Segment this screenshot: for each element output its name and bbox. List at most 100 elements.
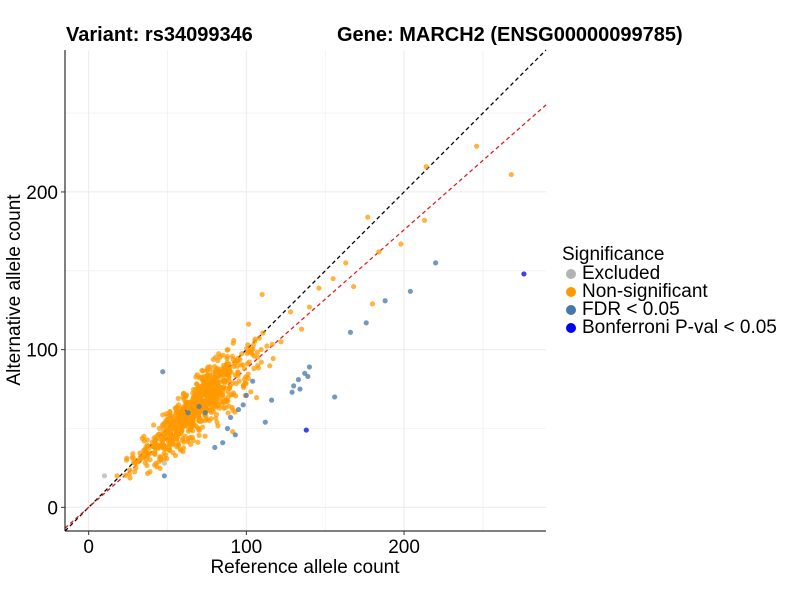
legend-label: Bonferroni P-val < 0.05: [582, 317, 777, 338]
data-point: [208, 400, 214, 406]
data-point: [195, 398, 201, 404]
data-point: [508, 171, 514, 178]
data-point: [155, 443, 161, 449]
data-point: [224, 425, 231, 432]
data-point: [245, 375, 252, 381]
data-point: [196, 427, 202, 433]
data-point: [142, 460, 148, 466]
data-point: [137, 450, 143, 456]
gene-title: Gene: MARCH2 (ENSG00000099785): [337, 24, 683, 46]
data-point: [270, 355, 276, 362]
data-point: [256, 335, 262, 341]
data-point: [213, 368, 219, 374]
data-point: [169, 439, 175, 446]
data-point: [205, 381, 211, 387]
data-point: [252, 336, 258, 342]
data-point: [249, 351, 255, 357]
data-point: [267, 363, 273, 369]
data-point: [254, 349, 260, 356]
data-point: [255, 363, 261, 369]
data-point: [227, 414, 234, 421]
data-point: [175, 395, 181, 402]
data-point: [190, 398, 196, 404]
data-point: [376, 249, 382, 255]
data-point: [248, 389, 254, 395]
data-point: [208, 391, 214, 398]
data-point: [181, 390, 187, 396]
data-point: [298, 326, 305, 332]
legend-item: Excluded: [562, 263, 777, 284]
data-point: [190, 437, 196, 444]
data-point: [203, 387, 209, 393]
data-point: [240, 402, 246, 408]
data-point: [226, 367, 232, 373]
data-point: [190, 413, 196, 419]
data-point: [260, 330, 266, 336]
data-point: [278, 339, 284, 345]
data-point: [207, 364, 213, 370]
data-point: [200, 368, 206, 374]
data-point: [254, 395, 260, 401]
legend-dot-icon: [566, 323, 576, 333]
legend-title: Significance: [562, 244, 665, 265]
data-point: [193, 374, 199, 380]
data-point: [147, 469, 153, 475]
data-point: [316, 285, 322, 291]
data-point: [241, 376, 248, 382]
data-point: [262, 419, 268, 425]
data-point: [208, 409, 215, 415]
data-point: [193, 423, 199, 429]
data-point: [186, 404, 192, 410]
data-point: [224, 355, 230, 362]
data-point: [230, 340, 236, 346]
data-point: [197, 418, 203, 425]
data-point: [196, 432, 202, 438]
data-point: [178, 447, 184, 453]
data-point: [222, 404, 228, 411]
legend: Significance Excluded Non-significant FDR …: [562, 244, 777, 339]
data-point: [212, 374, 218, 380]
data-point: [226, 378, 232, 384]
data-point: [343, 260, 349, 266]
data-point: [213, 411, 220, 418]
data-point: [181, 439, 187, 445]
data-point: [153, 436, 159, 442]
data-point: [369, 301, 376, 307]
data-point: [182, 415, 188, 421]
data-point: [251, 365, 257, 372]
data-point: [287, 309, 294, 315]
legend-item: Bonferroni P-val < 0.05: [562, 317, 777, 338]
data-point: [131, 459, 137, 465]
data-point: [398, 241, 404, 247]
data-point: [234, 358, 240, 364]
data-point: [214, 419, 220, 425]
data-point: [211, 384, 217, 390]
data-point: [244, 361, 251, 367]
data-point: [305, 373, 311, 380]
data-point: [205, 372, 211, 378]
data-point: [200, 376, 206, 383]
data-point: [235, 406, 242, 413]
y-axis-label: Alternative allele count: [4, 194, 25, 386]
data-point: [303, 427, 309, 433]
y-tick-label: 200: [26, 183, 58, 204]
data-point: [330, 276, 336, 282]
data-point: [156, 432, 162, 438]
data-point: [225, 394, 231, 400]
data-point: [332, 394, 338, 400]
data-point: [213, 392, 219, 399]
data-point: [306, 364, 313, 370]
data-point: [230, 380, 236, 386]
data-point: [101, 473, 108, 479]
legend-items: Excluded Non-significant FDR < 0.05 Bonferr…: [562, 263, 777, 338]
data-point: [232, 372, 238, 378]
data-point: [225, 410, 231, 416]
data-point: [220, 440, 226, 446]
x-tick-label: 0: [83, 537, 94, 558]
data-point: [157, 455, 163, 461]
data-point: [203, 392, 209, 398]
data-point: [254, 354, 261, 360]
data-point: [221, 372, 227, 378]
data-point: [225, 346, 231, 353]
data-point: [138, 455, 144, 461]
